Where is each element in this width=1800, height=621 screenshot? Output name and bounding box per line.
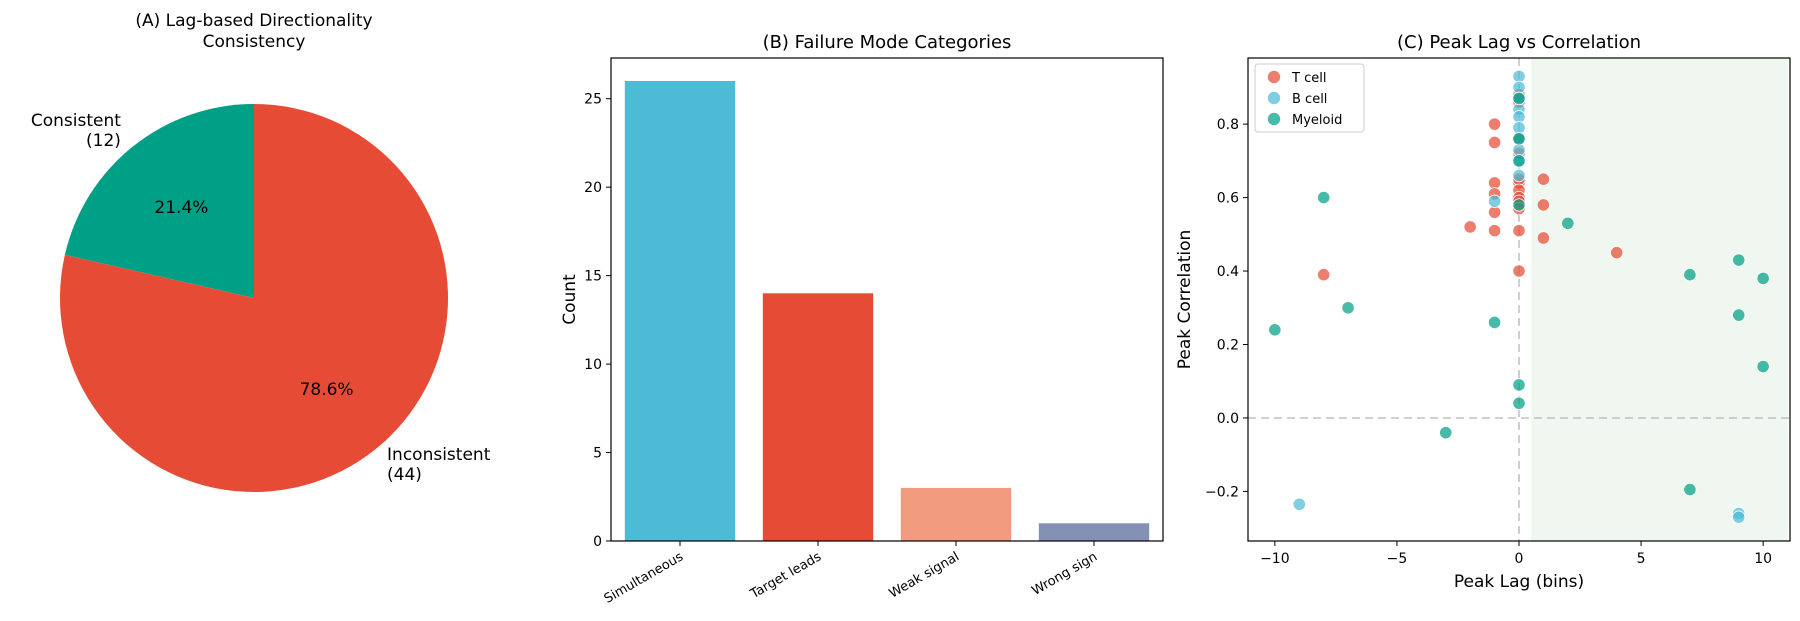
scatter-point-b-cell-11 xyxy=(1292,497,1306,511)
bar-ylabel: Count xyxy=(560,274,580,325)
scatter-chart-panel: (C) Peak Lag vs Correlation −10 −5 0 5 10 −0.2… xyxy=(1175,32,1791,592)
scatter-point-myeloid-10 xyxy=(1439,426,1453,440)
scatter-point-t-cell-20 xyxy=(1536,172,1551,186)
pie-label-0: Consistent (12) xyxy=(31,111,121,151)
scatter-point-b-cell-10 xyxy=(1487,194,1502,208)
pie-slice-1 xyxy=(60,104,449,492)
scatter-point-myeloid-14 xyxy=(1732,253,1746,267)
scatter-point-myeloid-16 xyxy=(1756,271,1770,285)
scatter-xtick-label-0: −10 xyxy=(1260,551,1290,567)
scatter-point-t-cell-4 xyxy=(1487,205,1502,219)
scatter-point-myeloid-1 xyxy=(1512,132,1526,146)
scatter-point-b-cell-5 xyxy=(1512,121,1526,135)
scatter-point-b-cell-1 xyxy=(1512,80,1526,94)
pie-label-1: Inconsistent (44) xyxy=(387,445,491,485)
scatter-point-b-cell-0 xyxy=(1512,69,1526,83)
scatter-point-t-cell-22 xyxy=(1536,231,1551,245)
scatter-point-b-cell-13 xyxy=(1732,510,1746,524)
scatter-point-myeloid-0 xyxy=(1512,91,1526,106)
scatter-xtick-label-3: 5 xyxy=(1637,551,1646,567)
scatter-ytick-label-1: 0.0 xyxy=(1217,411,1239,427)
pie-title: (A) Lag-based Directionality Consistency xyxy=(135,11,372,52)
scatter-title: (C) Peak Lag vs Correlation xyxy=(1397,32,1641,53)
legend-marker-2 xyxy=(1267,112,1281,126)
scatter-point-t-cell-1 xyxy=(1487,135,1502,150)
bar-ytick-label-3: 15 xyxy=(584,269,602,285)
bar-2 xyxy=(900,487,1012,541)
scatter-point-t-cell-23 xyxy=(1610,246,1624,260)
scatter-ytick-label-4: 0.6 xyxy=(1217,191,1239,207)
legend-label-1: B cell xyxy=(1292,92,1327,107)
pie-pct-label-1: 78.6% xyxy=(300,380,354,400)
scatter-point-myeloid-6 xyxy=(1487,315,1502,330)
scatter-point-t-cell-15 xyxy=(1512,264,1526,278)
legend-marker-0 xyxy=(1267,70,1281,84)
bar-chart-panel: (B) Failure Mode CategoriesCountSimultan… xyxy=(560,32,1164,607)
scatter-point-myeloid-15 xyxy=(1732,308,1746,322)
scatter-point-myeloid-2 xyxy=(1512,154,1526,168)
pie-pct-label-0: 21.4% xyxy=(154,198,208,218)
bar-0 xyxy=(624,81,736,541)
scatter-point-b-cell-9 xyxy=(1512,168,1526,183)
scatter-ytick-label-3: 0.4 xyxy=(1217,264,1239,280)
scatter-point-t-cell-7 xyxy=(1317,268,1331,282)
scatter-point-myeloid-5 xyxy=(1512,396,1526,410)
scatter-point-b-cell-4 xyxy=(1512,110,1526,124)
legend-label-2: Myeloid xyxy=(1292,113,1342,128)
scatter-point-t-cell-21 xyxy=(1536,198,1551,212)
scatter-xlabel: Peak Lag (bins) xyxy=(1454,572,1584,592)
scatter-ytick-label-0: −0.2 xyxy=(1205,484,1239,500)
bar-ytick-label-1: 5 xyxy=(593,446,602,462)
scatter-point-t-cell-5 xyxy=(1487,224,1502,238)
bar-ytick-label-5: 25 xyxy=(584,92,602,108)
scatter-xtick-label-4: 10 xyxy=(1754,551,1772,567)
bar-ytick-label-4: 20 xyxy=(584,180,602,196)
scatter-point-myeloid-17 xyxy=(1756,359,1770,374)
scatter-point-b-cell-7 xyxy=(1512,143,1526,157)
bar-1 xyxy=(762,293,874,541)
scatter-point-t-cell-14 xyxy=(1512,224,1526,238)
legend-marker-1 xyxy=(1267,91,1281,105)
scatter-point-myeloid-12 xyxy=(1683,268,1697,282)
scatter-point-t-cell-6 xyxy=(1463,220,1477,234)
scatter-point-t-cell-0 xyxy=(1487,117,1502,131)
scatter-point-myeloid-13 xyxy=(1683,482,1697,497)
scatter-point-myeloid-7 xyxy=(1317,190,1331,205)
scatter-xtick-label-2: 0 xyxy=(1515,551,1524,567)
pie-chart-panel: (A) Lag-based Directionality Consistency 2… xyxy=(31,11,491,492)
bar-axes-frame xyxy=(610,57,1164,542)
scatter-point-myeloid-3 xyxy=(1512,198,1526,212)
scatter-axes-frame xyxy=(1247,57,1791,542)
scatter-ylabel: Peak Correlation xyxy=(1175,230,1195,370)
scatter-xtick-label-1: −5 xyxy=(1387,551,1408,567)
bar-title: (B) Failure Mode Categories xyxy=(763,32,1012,53)
scatter-ytick-label-5: 0.8 xyxy=(1217,117,1239,133)
bar-ytick-label-2: 10 xyxy=(584,357,602,373)
bar-ytick-label-0: 0 xyxy=(593,534,602,550)
pie-slice-0 xyxy=(64,104,254,298)
scatter-legend: T cell B cell Myeloid xyxy=(1254,63,1365,133)
scatter-point-myeloid-11 xyxy=(1561,216,1575,230)
bar-3 xyxy=(1038,523,1150,541)
scatter-shaded-region xyxy=(1531,58,1788,541)
scatter-ytick-label-2: 0.2 xyxy=(1217,337,1239,353)
scatter-point-t-cell-2 xyxy=(1487,176,1502,190)
legend-frame xyxy=(1254,63,1365,133)
scatter-point-myeloid-9 xyxy=(1268,323,1282,337)
scatter-point-myeloid-8 xyxy=(1341,301,1355,315)
scatter-point-myeloid-4 xyxy=(1512,378,1526,392)
legend-label-0: T cell xyxy=(1291,71,1326,86)
